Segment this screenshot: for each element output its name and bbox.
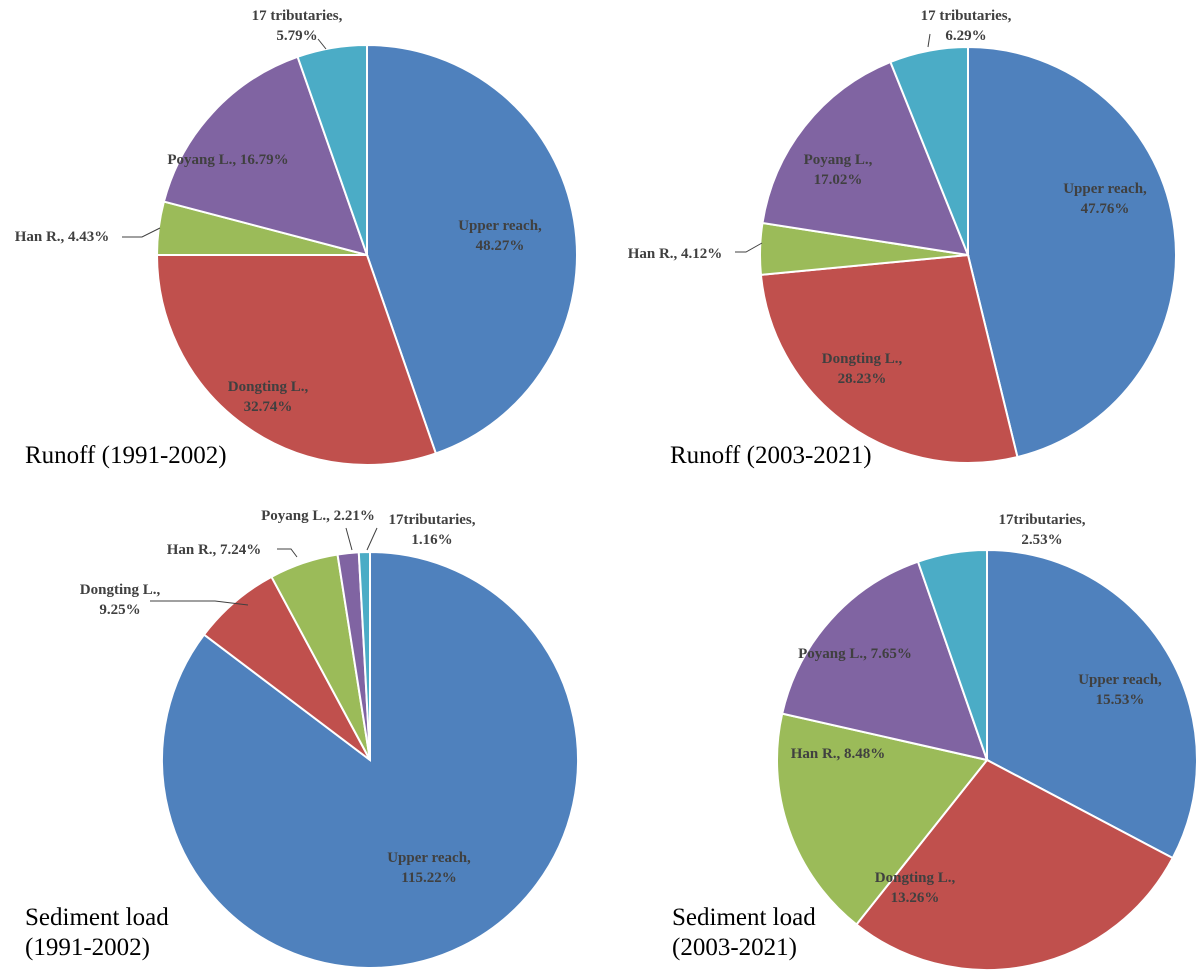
leader-line-tributaries	[317, 38, 327, 50]
slice-poyang-lake	[780, 560, 989, 762]
data-label-upper-reach: Upper reach, 15.53%	[1078, 672, 1162, 708]
leader-line-han-river	[122, 227, 161, 238]
slice-tributaries	[889, 45, 969, 256]
slice-upper-reach	[967, 45, 1177, 459]
slice-dongting-lake	[855, 758, 1175, 971]
slice-upper-reach	[986, 548, 1198, 860]
leader-line-dongting-lake	[150, 600, 249, 606]
data-label-han-river: Han R., 7.24%	[167, 542, 262, 558]
data-label-tributaries: 17 tributaries, 6.29%	[921, 8, 1012, 44]
chart-title: Sediment load (1991-2002)	[25, 904, 169, 961]
data-label-han-river: Han R., 4.12%	[628, 246, 723, 262]
data-label-poyang-lake: Poyang L., 7.65%	[798, 646, 912, 662]
data-label-poyang-lake: Poyang L., 17.02%	[804, 152, 873, 188]
slice-tributaries	[296, 43, 368, 256]
data-label-upper-reach: Upper reach, 48.27%	[458, 218, 542, 254]
slice-upper-reach	[366, 43, 578, 455]
pie-chart-1: Upper reach, 48.27% Dongting L., 32.74% Han …	[15, 8, 578, 469]
leader-line-tributaries	[366, 527, 378, 551]
data-label-tributaries: 17tributaries, 2.53%	[998, 512, 1085, 548]
chart-title: Runoff (2003-2021)	[670, 442, 872, 469]
pie-chart-2: Upper reach, 47.76% Dongting L., 28.23% Han …	[628, 8, 1177, 469]
data-label-tributaries: 17tributaries, 1.16%	[388, 512, 475, 548]
data-label-upper-reach: Upper reach, 115.22%	[387, 850, 471, 886]
chart-title: Runoff (1991-2002)	[25, 442, 227, 469]
data-label-dongting-lake: Dongting L., 13.26%	[875, 870, 956, 906]
leader-line-han-river	[735, 242, 763, 253]
leader-line-han-river	[277, 548, 298, 558]
data-label-han-river: Han R., 8.48%	[791, 746, 886, 762]
data-label-upper-reach: Upper reach, 47.76%	[1063, 181, 1147, 217]
data-label-han-river: Han R., 4.43%	[15, 229, 110, 245]
slice-tributaries	[916, 548, 988, 761]
data-label-poyang-lake: Poyang L., 16.79%	[167, 152, 288, 168]
pie-chart-3: Upper reach, 115.22% Dongting L., 9.25% Han …	[25, 508, 579, 969]
pie-chart-4: Upper reach, 15.53% Dongting L., 13.26% Han …	[672, 512, 1198, 971]
data-label-dongting-lake: Dongting L., 28.23%	[822, 351, 903, 387]
leader-line-poyang-lake	[345, 527, 353, 551]
data-label-poyang-lake: Poyang L., 2.21%	[261, 508, 375, 524]
chart-title: Sediment load (2003-2021)	[672, 904, 816, 961]
slice-poyang-lake	[761, 60, 970, 257]
slice-poyang-lake	[162, 55, 369, 257]
slice-tributaries	[357, 550, 371, 761]
slice-han-river	[776, 712, 989, 926]
data-label-tributaries: 17 tributaries, 5.79%	[252, 8, 343, 44]
data-label-dongting-lake: Dongting L., 32.74%	[228, 379, 309, 415]
slice-dongting-lake	[759, 253, 1019, 464]
slice-dongting-lake	[155, 253, 438, 466]
leader-line-tributaries	[927, 33, 931, 48]
data-label-dongting-lake: Dongting L., 9.25%	[80, 582, 161, 618]
